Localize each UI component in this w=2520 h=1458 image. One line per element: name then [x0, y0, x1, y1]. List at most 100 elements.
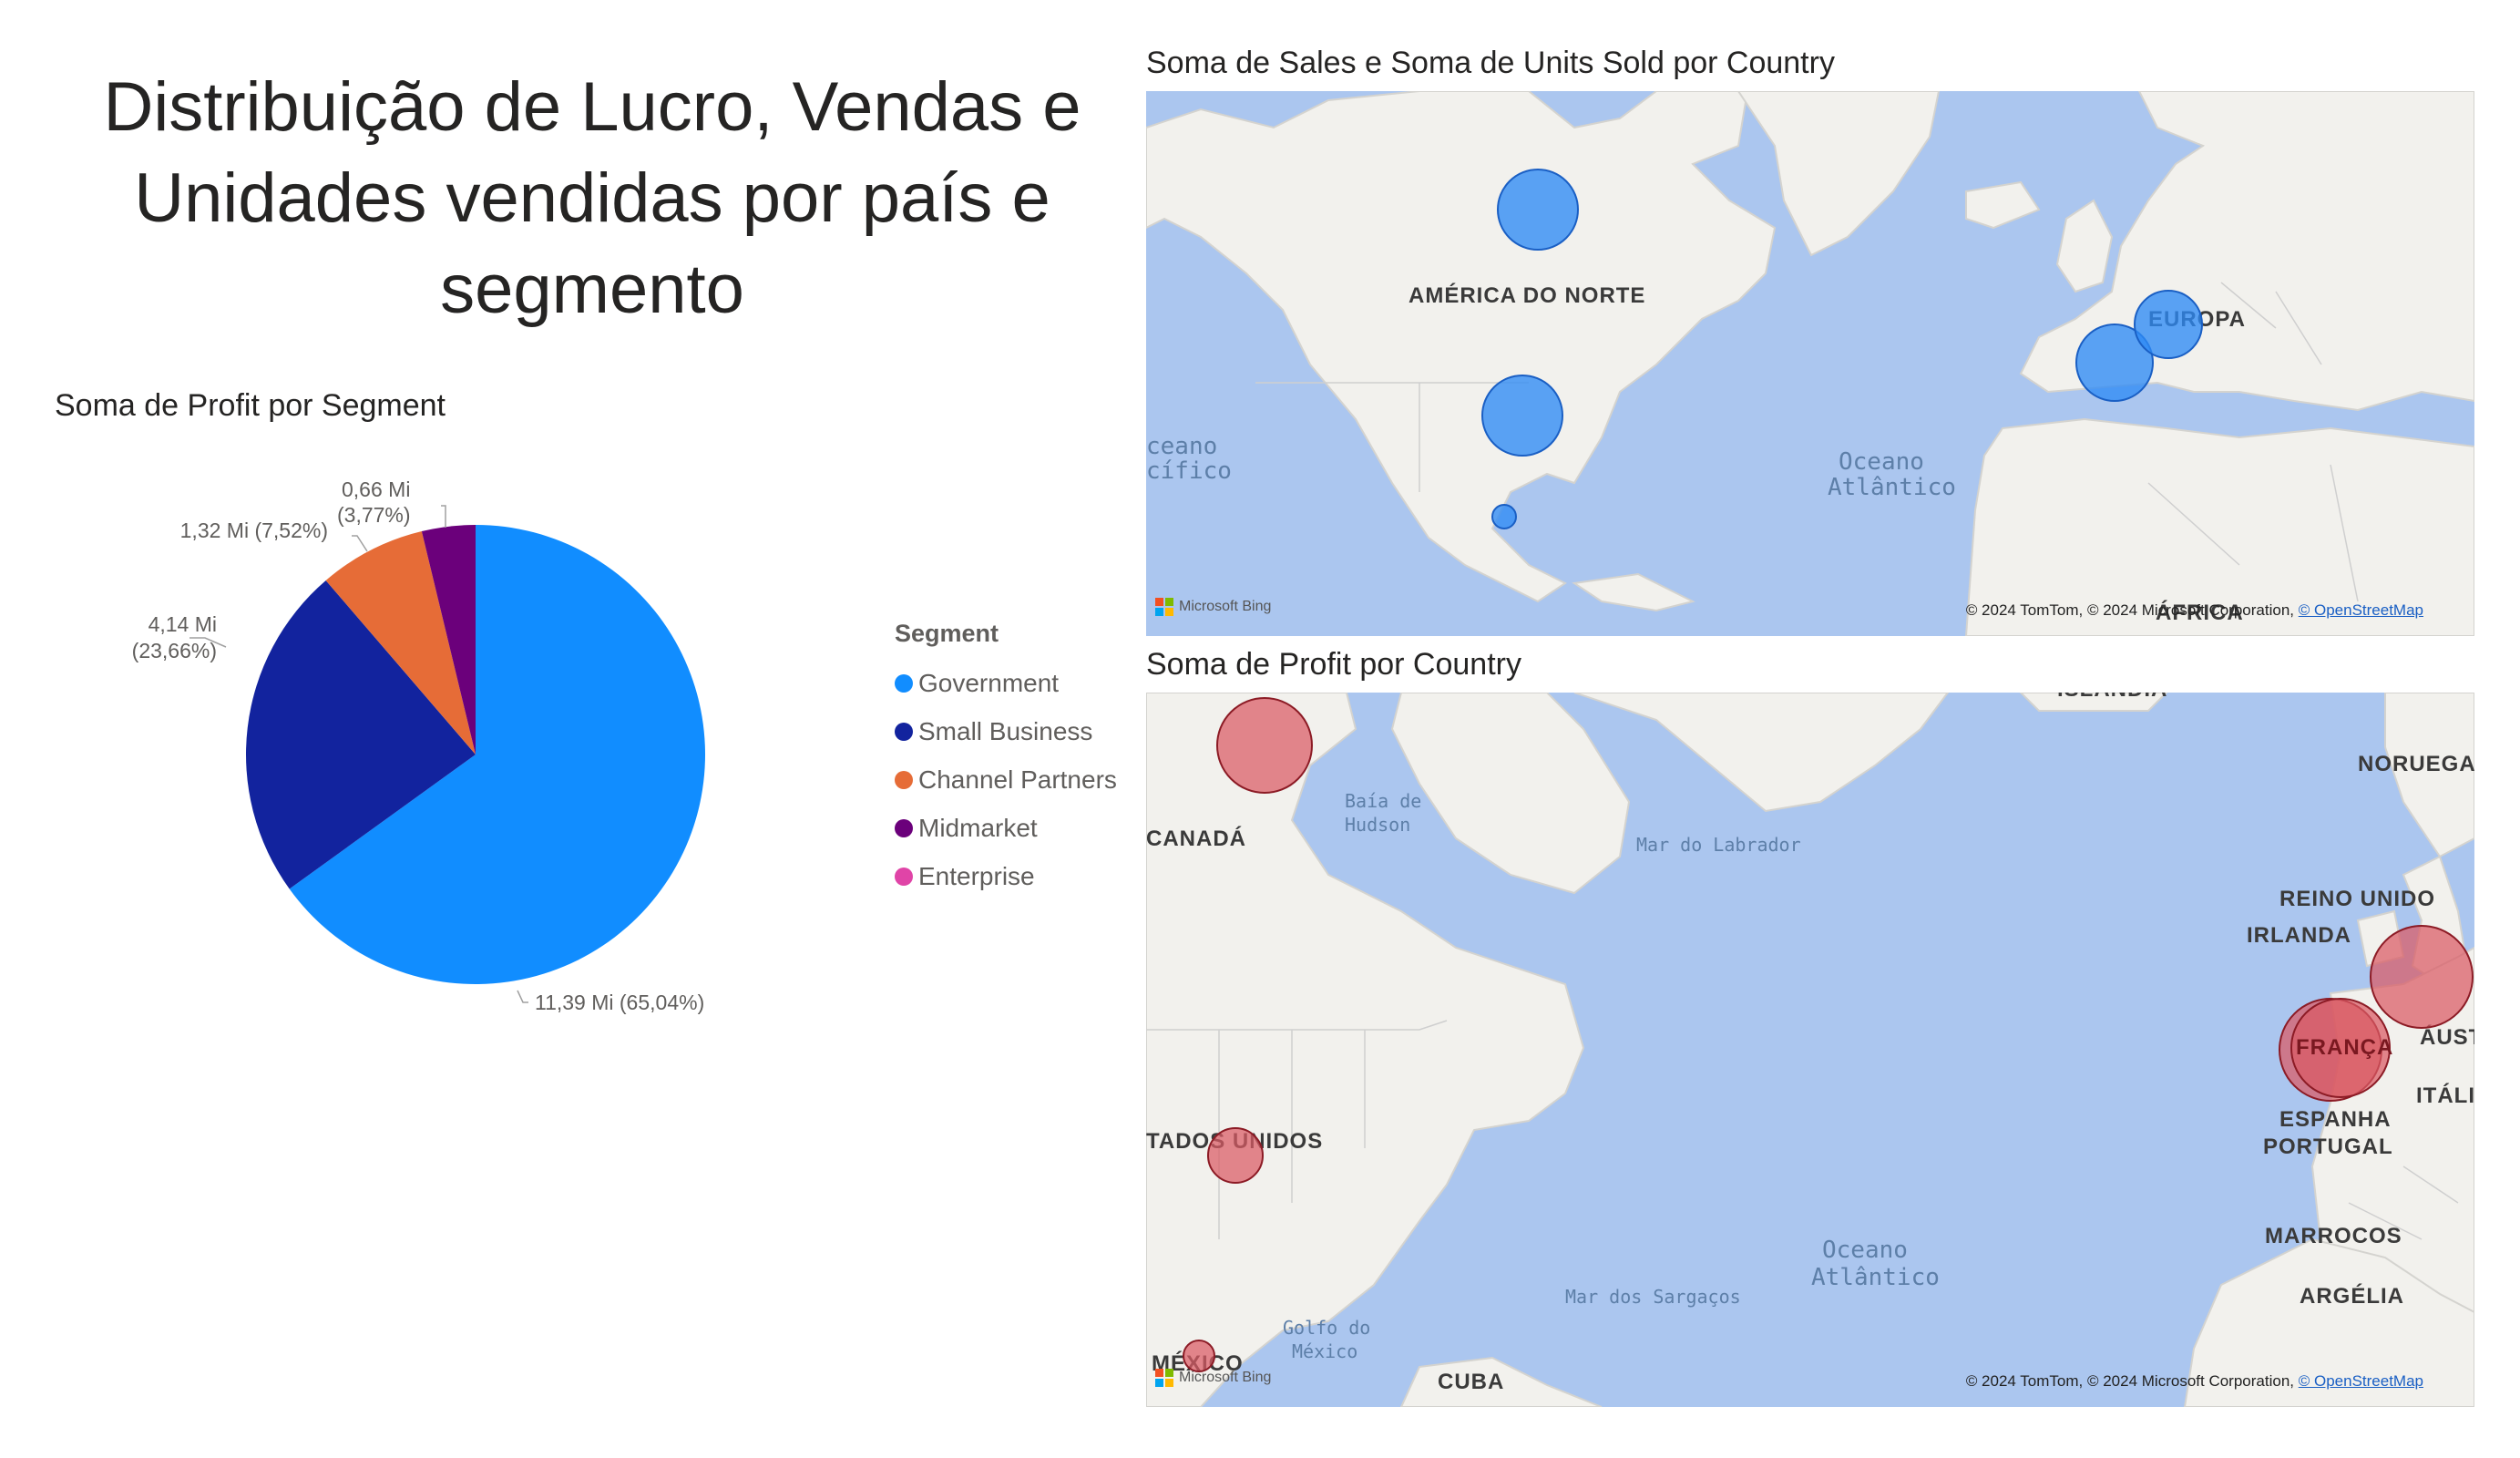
osm-link[interactable]: © OpenStreetMap [2298, 1372, 2423, 1390]
bubble-canada[interactable] [1497, 169, 1579, 251]
label-pacific-ocean-2: cífico [1146, 457, 1232, 485]
legend-label-midmarket: Midmarket [918, 813, 1038, 842]
land-iceland [2019, 693, 2168, 712]
land-labrador [1390, 693, 1631, 895]
label-hudson-bay-2: Hudson [1345, 814, 1410, 836]
legend-label-channel-partners: Channel Partners [918, 765, 1117, 794]
bubble-france[interactable] [2075, 323, 2154, 402]
map-attribution: © 2024 TomTom, © 2024 Microsoft Corporat… [1966, 601, 2423, 620]
page-title-line-1: Distribuição de Lucro, Vendas e [103, 68, 1081, 146]
label-algeria: ARGÉLIA [2300, 1283, 2404, 1309]
legend-label-enterprise: Enterprise [918, 861, 1035, 890]
land-north-america [1146, 91, 1777, 603]
label-gulf-of-mexico-1: Golfo do [1283, 1317, 1370, 1339]
sales-units-map[interactable]: AMÉRICA DO NORTE EUROPA ÁFRICA Oceano At… [1146, 91, 2474, 636]
label-uk: REINO UNIDO [2279, 887, 2435, 911]
page-title: Distribuição de Lucro, Vendas e Unidades… [55, 62, 1130, 335]
profit-map[interactable]: CANADÁ TADOS UNIDOS MÉXICO CUBA NORUEGA … [1146, 693, 2474, 1407]
label-norway: NORUEGA [2358, 752, 2474, 776]
small-business-data-label-value: 4,14 Mi [149, 612, 217, 636]
label-spain: ESPANHA [2279, 1107, 2392, 1132]
label-morocco: MARROCOS [2265, 1224, 2402, 1248]
map-attribution: © 2024 TomTom, © 2024 Microsoft Corporat… [1966, 1372, 2423, 1391]
bubble-united-states[interactable] [1207, 1127, 1264, 1184]
label-atlantic-ocean-1: Oceano [1822, 1237, 1908, 1264]
legend-item-enterprise[interactable]: Enterprise [895, 852, 1117, 900]
pie-slice-small-business[interactable] [246, 580, 476, 889]
label-atlantic-ocean-1: Oceano [1839, 448, 1924, 476]
bubble-germany-main[interactable] [2370, 925, 2474, 1029]
label-atlantic-ocean-2: Atlântico [1811, 1264, 1940, 1291]
sales-units-map-canvas[interactable]: AMÉRICA DO NORTE EUROPA ÁFRICA Oceano At… [1146, 91, 2474, 636]
channel-partners-data-label: 1,32 Mi (7,52%) [180, 519, 328, 542]
label-cuba: CUBA [1438, 1370, 1504, 1394]
osm-link[interactable]: © OpenStreetMap [2298, 601, 2423, 619]
legend-dot-government [895, 673, 913, 693]
bubble-united-states[interactable] [1481, 375, 1563, 457]
page-title-line-2: Unidades vendidas por país e [134, 159, 1050, 237]
profit-map-canvas[interactable]: CANADÁ TADOS UNIDOS MÉXICO CUBA NORUEGA … [1146, 693, 2474, 1407]
label-north-america: AMÉRICA DO NORTE [1409, 282, 1645, 308]
land-greenland [1573, 693, 1950, 813]
page-title-line-3: segmento [440, 251, 744, 328]
legend-dot-enterprise [895, 867, 913, 886]
label-ireland: IRLANDA [2247, 923, 2351, 948]
map-attribution-text: © 2024 TomTom, © 2024 Microsoft Corporat… [1965, 601, 2294, 619]
bubble-germany[interactable] [2134, 290, 2203, 359]
pie-slice-channel-partners[interactable] [325, 531, 476, 755]
channel-partners-leader-line [352, 535, 368, 552]
midmarket-data-label-value: 0,66 Mi [342, 477, 410, 501]
bubble-canada[interactable] [1216, 697, 1313, 794]
land-africa [2183, 1237, 2474, 1407]
legend-item-government[interactable]: Government [895, 659, 1117, 707]
government-data-label: 11,39 Mi (65,04%) [535, 991, 704, 1014]
bubble-mexico[interactable] [1183, 1340, 1215, 1372]
label-atlantic-ocean-2: Atlântico [1828, 474, 1956, 501]
land-africa [1964, 417, 2474, 636]
legend-item-midmarket[interactable]: Midmarket [895, 804, 1117, 852]
legend-dot-channel-partners [895, 770, 913, 789]
land-uk [2055, 199, 2114, 293]
legend-dot-small-business [895, 722, 913, 741]
label-canada: CANADÁ [1146, 826, 1246, 851]
land-cuba [1572, 572, 1695, 612]
profit-map-title: Soma de Profit por Country [1146, 647, 1521, 682]
midmarket-leader-line [441, 505, 446, 528]
label-labrador-sea: Mar do Labrador [1636, 834, 1801, 856]
small-business-leader-line [190, 637, 227, 648]
land-greenland [1736, 91, 1941, 257]
label-gulf-of-mexico-2: México [1292, 1340, 1357, 1362]
government-leader-line [517, 990, 528, 1003]
bing-logo: Microsoft Bing [1155, 598, 1271, 616]
legend-label-small-business: Small Business [918, 716, 1093, 745]
microsoft-logo-icon [1155, 598, 1173, 616]
bubble-france[interactable] [2290, 998, 2391, 1098]
small-business-data-label-percent: (23,66%) [132, 639, 217, 662]
label-france: FRANÇA [2296, 1035, 2393, 1060]
pie-legend: Segment Government Small Business Channe… [895, 620, 1117, 900]
bing-label: Microsoft Bing [1179, 1370, 1272, 1385]
legend-item-channel-partners[interactable]: Channel Partners [895, 755, 1117, 804]
bubble-mexico[interactable] [1491, 504, 1517, 529]
pie-slices[interactable] [246, 525, 706, 984]
microsoft-logo-icon [1155, 1369, 1173, 1387]
label-italy: ITÁLIA [2416, 1083, 2474, 1108]
pie-chart[interactable]: 11,39 Mi (65,04%) 4,14 Mi (23,66%) 1,32 … [91, 456, 784, 1039]
label-africa: ÁFRICA [2156, 600, 2244, 625]
legend-label-government: Government [918, 668, 1060, 697]
map-attribution-text: © 2024 TomTom, © 2024 Microsoft Corporat… [1965, 1372, 2294, 1390]
label-portugal: PORTUGAL [2263, 1135, 2393, 1159]
bing-label: Microsoft Bing [1179, 599, 1272, 614]
label-austria: ÁUST [2420, 1024, 2474, 1050]
pie-slice-government[interactable] [289, 525, 706, 984]
label-sargasso-sea: Mar dos Sargaços [1565, 1286, 1741, 1308]
bing-logo: Microsoft Bing [1155, 1369, 1271, 1387]
legend-title: Segment [895, 620, 999, 647]
legend-item-small-business[interactable]: Small Business [895, 707, 1117, 755]
label-pacific-ocean-1: ceano [1146, 433, 1217, 460]
legend-dot-midmarket [895, 818, 913, 837]
land-iceland [1965, 180, 2041, 230]
midmarket-data-label-percent: (3,77%) [337, 503, 411, 527]
label-hudson-bay-1: Baía de [1345, 790, 1421, 812]
pie-slice-midmarket[interactable] [421, 525, 476, 755]
